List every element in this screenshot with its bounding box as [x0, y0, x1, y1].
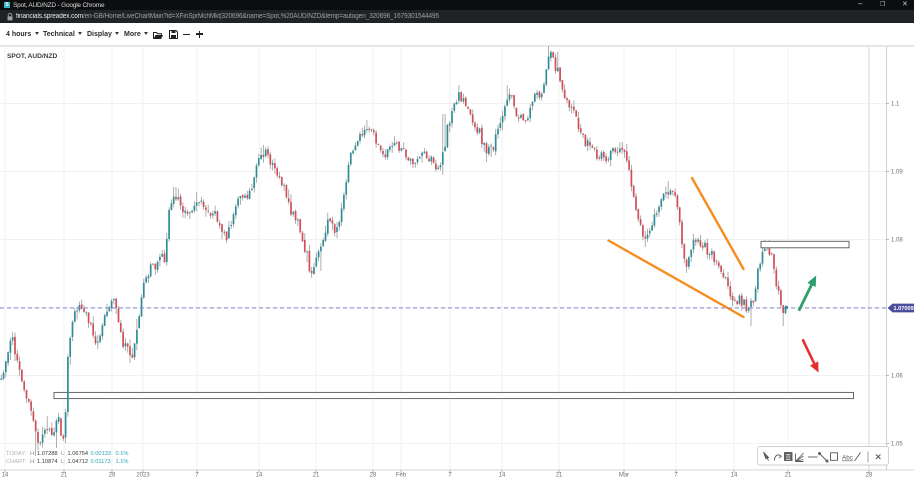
svg-text:0.00133: 0.00133: [91, 451, 112, 457]
svg-text:L:: L:: [61, 451, 66, 457]
svg-text:28: 28: [866, 473, 873, 479]
svg-text:1.1: 1.1: [891, 102, 900, 108]
svg-text:L:: L:: [61, 459, 66, 465]
svg-text:SPOT, AUD/NZD: SPOT, AUD/NZD: [7, 53, 58, 60]
svg-text:1.06: 1.06: [891, 374, 903, 380]
svg-text:1.05: 1.05: [891, 442, 903, 448]
svg-text:28: 28: [370, 473, 377, 479]
svg-text:14: 14: [256, 473, 263, 479]
svg-text:21: 21: [785, 473, 792, 479]
svg-text:Mar: Mar: [619, 473, 629, 479]
svg-text:0.1%: 0.1%: [116, 451, 129, 457]
svg-text:14: 14: [731, 473, 738, 479]
svg-text:14: 14: [2, 473, 9, 479]
svg-text:H:: H:: [30, 459, 36, 465]
svg-text:TODAY:: TODAY:: [6, 451, 27, 457]
svg-text:7: 7: [195, 473, 199, 479]
svg-text:7: 7: [674, 473, 678, 479]
svg-text:2023: 2023: [136, 473, 150, 479]
svg-text:1.04712: 1.04712: [68, 459, 89, 465]
svg-text:1.07288: 1.07288: [37, 451, 58, 457]
svg-text:28: 28: [109, 473, 116, 479]
svg-text:1.08: 1.08: [891, 238, 903, 244]
svg-text:0.01173: 0.01173: [91, 459, 111, 465]
svg-text:Abc: Abc: [842, 455, 853, 462]
svg-text:1.10874: 1.10874: [37, 459, 58, 465]
svg-text:14: 14: [499, 473, 506, 479]
svg-text:21: 21: [556, 473, 563, 479]
svg-text:H:: H:: [30, 451, 36, 457]
svg-text:1.1%: 1.1%: [116, 459, 129, 465]
svg-text:CHART:: CHART:: [6, 459, 27, 465]
svg-text:1.09: 1.09: [891, 170, 903, 176]
svg-text:1.07009: 1.07009: [894, 306, 914, 312]
svg-text:21: 21: [313, 473, 320, 479]
svg-text:7: 7: [448, 473, 452, 479]
svg-text:1.06754: 1.06754: [68, 451, 89, 457]
svg-text:Feb: Feb: [396, 473, 407, 479]
svg-text:21: 21: [61, 473, 68, 479]
